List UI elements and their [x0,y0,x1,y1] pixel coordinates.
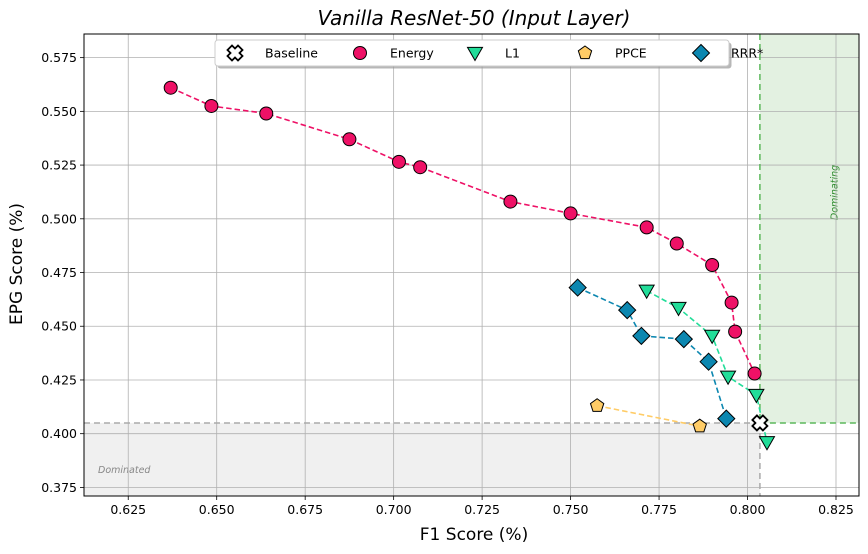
x-tick-label: 0.650 [199,502,235,517]
x-tick-label: 0.625 [110,502,146,517]
y-tick-label: 0.375 [41,480,77,495]
energy-point [747,366,762,381]
legend-rrr-label: RRR* [731,46,763,61]
energy-point [503,194,518,209]
rrr-point [618,300,637,320]
legend-rrr-marker [691,43,711,63]
energy-point [259,106,274,121]
l1-point [638,284,656,300]
reference-lines-layer [84,34,859,496]
energy-point [724,295,739,310]
y-tick-label: 0.475 [41,265,77,280]
rrr-point [674,329,694,349]
x-tick-label: 0.700 [376,502,412,517]
x-tick-label: 0.675 [287,502,323,517]
dominating-label: Dominating [829,165,840,220]
l1-point [703,329,721,345]
legend: Baseline Energy L1 PPCE RRR* [214,39,763,69]
energy-point [639,220,654,235]
rrr-point [717,409,736,428]
legend-ppce-label: PPCE [615,46,647,61]
regions-layer: Dominated Dominating [84,34,859,496]
y-tick-label: 0.500 [41,211,77,226]
legend-ppce-marker [577,45,593,60]
y-tick-label: 0.400 [41,426,77,441]
dominated-region [84,422,760,496]
energy-point [413,160,428,175]
energy-point [391,154,406,169]
energy-point [669,236,684,251]
dominated-label: Dominated [98,465,151,476]
x-tick-label: 0.725 [464,502,500,517]
rrr-line [577,286,728,419]
l1-point [758,436,776,451]
y-tick-label: 0.550 [41,104,77,119]
legend-energy-label: Energy [390,46,434,61]
energy-point [705,258,720,272]
plot-frame [83,33,860,497]
baseline-point [751,414,769,432]
energy-point [728,324,743,339]
l1-point [748,388,765,404]
ppce-point [589,398,605,412]
energy-point [563,206,578,221]
y-tick-label: 0.575 [41,50,77,65]
chart-title: Vanilla ResNet-50 (Input Layer) [318,6,631,30]
y-tick-label: 0.525 [41,158,77,173]
energy-line [170,86,756,374]
l1-point [670,301,687,317]
x-tick-label: 0.825 [818,502,854,517]
x-tick-label: 0.775 [641,502,677,517]
legend-l1-label: L1 [505,46,520,61]
legend-baseline-label: Baseline [265,46,318,61]
ppce-point [692,418,707,433]
dominating-region [759,34,859,423]
plot-border [83,33,860,497]
energy-point [204,98,219,113]
rrr-point [699,352,718,371]
x-tick-label: 0.800 [730,502,766,517]
rrr-point [632,326,651,346]
legend-energy-marker [353,46,367,60]
legend-baseline-marker [226,44,244,62]
y-tick-label: 0.425 [41,372,77,387]
energy-point [342,132,357,147]
energy-point [163,80,178,95]
x-tick-label: 0.750 [553,502,589,517]
l1-point [719,370,737,386]
grid-layer [84,34,859,496]
rrr-point [568,278,587,297]
ticks-layer: 0.625 0.650 0.675 0.700 0.725 0.750 0.775 0.800… [41,50,854,517]
series-layer [163,80,776,451]
y-axis-label: EPG Score (%) [7,203,27,325]
y-tick-label: 0.450 [41,319,77,334]
legend-l1-marker [466,46,484,62]
ppce-line [596,404,700,427]
x-axis-label: F1 Score (%) [420,525,528,545]
